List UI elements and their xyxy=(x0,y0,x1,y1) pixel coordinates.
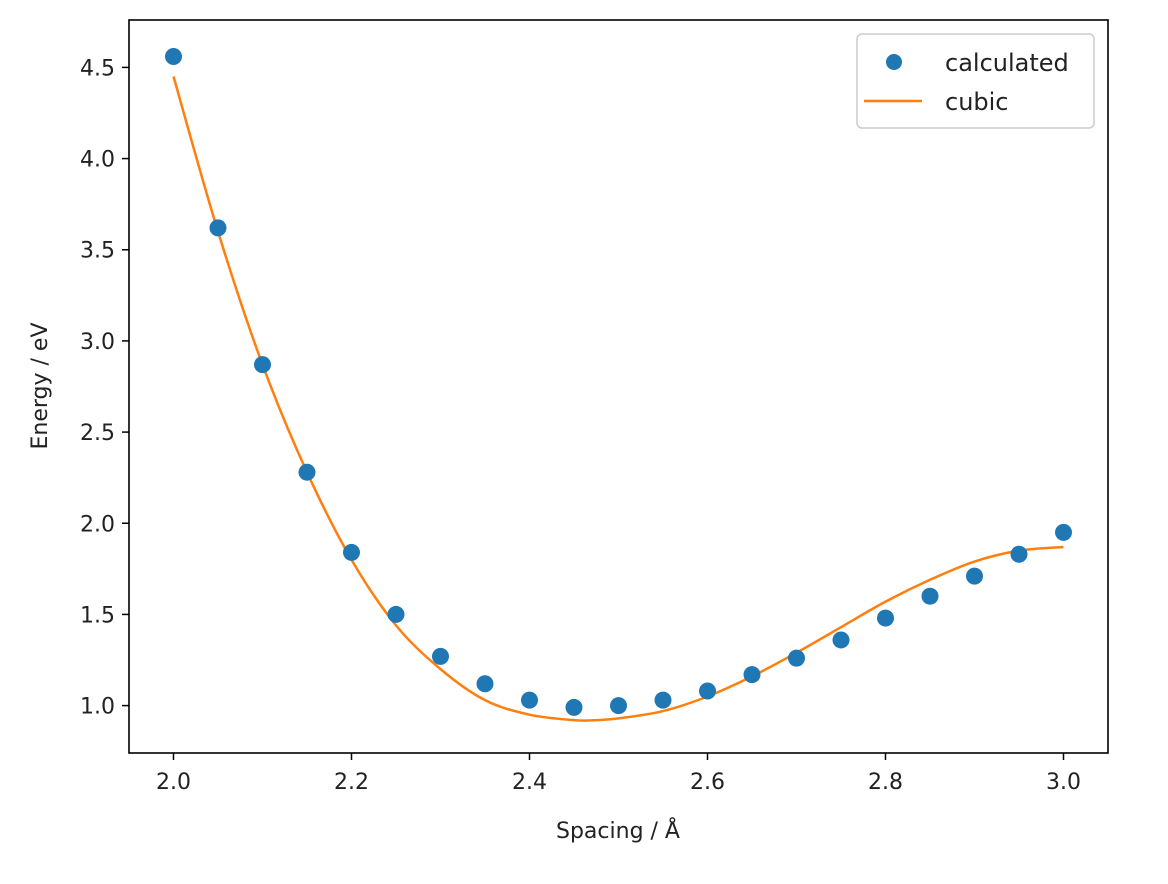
data-point-calculated xyxy=(343,543,360,561)
data-point-calculated xyxy=(832,631,850,649)
plot-frame xyxy=(128,19,1109,754)
x-tick-label: 2.4 xyxy=(512,770,547,795)
y-tick-label: 3.5 xyxy=(80,239,115,264)
data-point-calculated xyxy=(387,605,405,623)
x-tick-label: 2.8 xyxy=(868,770,903,795)
x-tick-label: 2.6 xyxy=(690,770,725,795)
y-tick-label: 3.0 xyxy=(80,330,115,355)
data-point-calculated xyxy=(743,666,761,684)
y-tick-label: 4.5 xyxy=(80,56,115,81)
data-point-calculated xyxy=(209,219,227,237)
data-point-calculated xyxy=(565,698,583,716)
y-tick-label: 4.0 xyxy=(80,148,115,173)
x-axis-ticks: 2.0 2.2 2.4 2.6 2.8 3.0 xyxy=(156,753,1081,795)
y-axis-ticks: 1.0 1.5 2.0 2.5 3.0 3.5 4.0 4.5 xyxy=(80,56,129,720)
data-point-calculated xyxy=(699,682,716,700)
legend-marker-calculated xyxy=(886,54,902,70)
data-point-calculated xyxy=(476,675,494,693)
x-tick-label: 2.0 xyxy=(156,770,191,795)
data-point-calculated xyxy=(432,647,449,665)
y-tick-label: 2.5 xyxy=(80,421,115,446)
data-point-calculated xyxy=(1010,545,1028,563)
series-line-cubic xyxy=(172,76,1064,722)
data-point-calculated xyxy=(966,567,983,585)
data-point-calculated xyxy=(610,697,627,715)
data-point-calculated xyxy=(521,691,538,709)
x-axis-title: Spacing / Å xyxy=(556,817,680,844)
data-point-calculated xyxy=(877,609,894,627)
y-tick-label: 1.0 xyxy=(80,695,115,720)
data-point-calculated xyxy=(654,691,672,709)
legend-label-cubic: cubic xyxy=(945,88,1009,116)
data-point-calculated xyxy=(298,463,316,481)
y-axis-title: Energy / eV xyxy=(28,322,53,449)
series-layer xyxy=(165,47,1072,722)
y-tick-label: 1.5 xyxy=(80,603,115,628)
legend-box xyxy=(856,33,1095,129)
data-point-calculated xyxy=(165,47,182,65)
data-point-calculated xyxy=(921,587,939,605)
y-tick-label: 2.0 xyxy=(80,512,115,537)
data-point-calculated xyxy=(1055,523,1072,541)
data-point-calculated xyxy=(254,356,271,374)
legend-label-calculated: calculated xyxy=(945,49,1069,77)
x-tick-label: 3.0 xyxy=(1046,770,1081,795)
x-tick-label: 2.2 xyxy=(334,770,369,795)
data-point-calculated xyxy=(788,649,805,667)
legend: calculated cubic xyxy=(856,33,1095,129)
